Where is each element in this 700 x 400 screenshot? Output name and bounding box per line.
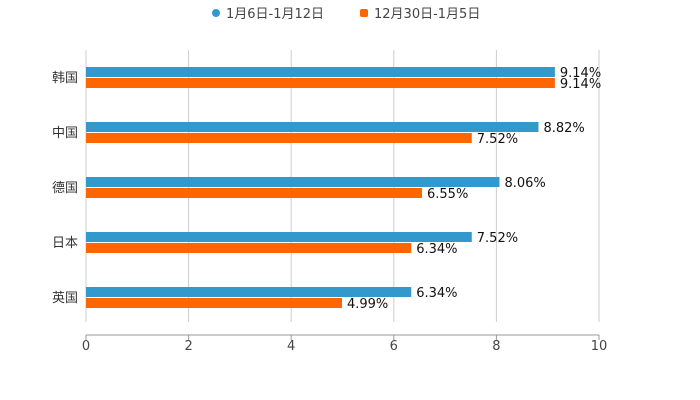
bar-current-week bbox=[86, 287, 412, 297]
bar-previous-week bbox=[86, 78, 555, 88]
bar-current-week bbox=[86, 232, 472, 242]
bar-previous-week bbox=[86, 298, 342, 308]
x-tick-label: 10 bbox=[591, 339, 608, 354]
legend-marker bbox=[360, 9, 368, 17]
category-label: 韩国 bbox=[52, 71, 78, 86]
category-label: 英国 bbox=[52, 291, 78, 306]
data-label: 9.14% bbox=[560, 66, 601, 81]
legend-label: 12月30日-1月5日 bbox=[374, 7, 480, 22]
bar-previous-week bbox=[86, 188, 423, 198]
data-label: 8.06% bbox=[504, 176, 545, 191]
x-tick-label: 8 bbox=[492, 339, 500, 354]
x-tick-label: 0 bbox=[82, 339, 90, 354]
legend-marker bbox=[212, 9, 220, 17]
data-label: 9.14% bbox=[560, 77, 601, 92]
data-label: 4.99% bbox=[347, 297, 388, 312]
bar-previous-week bbox=[86, 133, 472, 143]
x-tick-label: 4 bbox=[287, 339, 295, 354]
data-label: 8.82% bbox=[543, 121, 584, 136]
category-label: 日本 bbox=[52, 236, 78, 251]
bar-current-week bbox=[86, 177, 500, 187]
category-label: 德国 bbox=[52, 181, 78, 196]
data-label: 6.34% bbox=[416, 242, 457, 257]
bar-current-week bbox=[86, 122, 539, 132]
data-label: 7.52% bbox=[477, 231, 518, 246]
bar-current-week bbox=[86, 67, 555, 77]
data-label: 6.55% bbox=[427, 187, 468, 202]
legend-label: 1月6日-1月12日 bbox=[226, 7, 324, 22]
category-label: 中国 bbox=[52, 126, 78, 141]
bar-previous-week bbox=[86, 243, 412, 253]
x-tick-label: 2 bbox=[184, 339, 192, 354]
data-label: 7.52% bbox=[477, 132, 518, 147]
data-label: 6.34% bbox=[416, 286, 457, 301]
x-tick-label: 6 bbox=[390, 339, 398, 354]
